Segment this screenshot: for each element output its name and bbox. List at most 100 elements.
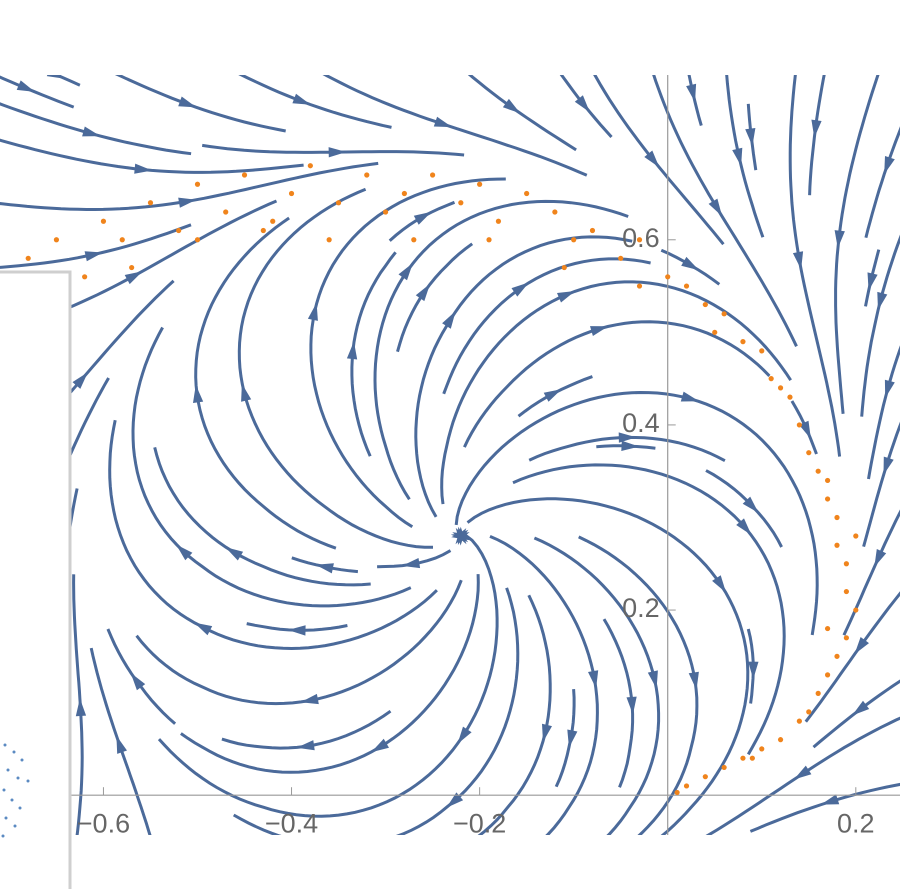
stream-arrow	[590, 326, 609, 336]
stream-arrow	[732, 147, 743, 166]
scatter-point	[411, 237, 417, 243]
stream-arrow	[296, 740, 315, 751]
stream-line	[221, 709, 392, 750]
stream-arrow	[72, 372, 88, 389]
stream-arrow	[16, 80, 35, 92]
panel-frame	[0, 270, 72, 889]
stream-arrow	[433, 116, 453, 128]
stream-arrow	[315, 563, 334, 574]
stream-arrow	[241, 383, 252, 402]
stream-line	[131, 326, 412, 608]
stream-line	[489, 535, 599, 835]
stream-line	[53, 75, 81, 87]
scatter-point	[853, 533, 859, 539]
stream-arrow	[178, 96, 197, 108]
scatter-point	[843, 588, 849, 595]
stream-line	[517, 375, 593, 418]
scatter-point	[477, 181, 483, 187]
stream-arrow	[681, 256, 699, 271]
stream-arrow	[874, 549, 887, 568]
scatter-point	[740, 339, 746, 345]
scatter-point	[796, 718, 802, 724]
stream-line	[322, 75, 588, 177]
stream-arrow	[194, 622, 213, 636]
stream-arrow	[883, 456, 894, 475]
panel-dots	[1, 743, 30, 838]
stream-arrow	[116, 735, 127, 754]
stream-arrow	[748, 661, 759, 680]
scatter-point	[740, 755, 746, 761]
stream-line	[396, 242, 474, 353]
scatter-point	[335, 200, 342, 206]
axes: −0.6−0.4−0.20.20.20.40.6	[0, 75, 900, 838]
stream-arrow	[346, 341, 358, 360]
stream-arrow	[84, 251, 103, 262]
stream-arrow	[457, 726, 472, 744]
stream-line	[804, 591, 900, 723]
scatter-point	[721, 311, 727, 317]
scatter-point	[665, 274, 671, 280]
stream-arrow	[193, 384, 204, 403]
scatter-point	[129, 264, 135, 271]
stream-line	[466, 497, 750, 835]
scatter-point	[571, 237, 577, 243]
scatter-point	[721, 764, 727, 771]
stream-line	[467, 75, 577, 152]
scatter-point	[759, 746, 765, 752]
scatter-point	[702, 301, 708, 308]
stream-arrow	[626, 696, 637, 715]
stream-arrow	[543, 389, 562, 402]
stream-arrow	[745, 128, 756, 146]
stream-arrow	[574, 95, 590, 113]
stream-arrow	[130, 672, 146, 691]
scatter-point	[768, 376, 774, 382]
scatter-point	[82, 274, 88, 280]
scatter-point	[194, 181, 201, 187]
stream-arrow	[588, 670, 599, 689]
scatter-point	[561, 264, 567, 271]
stream-arrow	[371, 738, 389, 753]
stream-arrow	[686, 83, 697, 103]
stream-arrow	[46, 75, 65, 79]
stream-line	[808, 75, 826, 196]
stream-line	[602, 618, 635, 788]
stream-arrow	[288, 625, 306, 636]
stream-line	[749, 782, 900, 833]
stream-arrow	[621, 440, 640, 451]
stream-arrow	[647, 670, 658, 689]
x-tick-label: 0.2	[837, 808, 875, 838]
scatter-point	[524, 190, 530, 197]
scatter-point	[759, 348, 765, 354]
scatter-point	[834, 542, 840, 548]
stream-arrow	[75, 698, 87, 717]
stream-arrow	[442, 311, 456, 329]
scatter-point	[589, 227, 596, 234]
stream-arrow	[124, 271, 143, 285]
scatter-point	[382, 209, 389, 215]
scatter-point	[119, 237, 125, 243]
stream-arrow	[225, 547, 244, 561]
scatter-point	[486, 237, 492, 243]
stream-line	[0, 138, 304, 174]
scatter-point	[824, 672, 831, 678]
stream-arrow	[328, 147, 347, 158]
scatter-point	[194, 237, 201, 243]
stream-line	[135, 579, 463, 706]
stream-line	[157, 526, 499, 818]
stream-line	[593, 75, 725, 246]
stream-line	[237, 187, 433, 549]
scatter-point	[834, 653, 840, 659]
scatter-point	[683, 783, 690, 789]
scatter-point	[430, 172, 436, 178]
scatter-point	[223, 209, 229, 215]
scatter-point	[364, 172, 370, 178]
stream-arrow	[736, 518, 752, 536]
stream-arrow	[811, 119, 822, 138]
scatter-point	[618, 255, 624, 261]
y-tick-label: 0.2	[622, 593, 660, 623]
stream-arrow	[557, 291, 576, 303]
scatter-point	[702, 774, 708, 780]
scatter-point	[815, 468, 821, 474]
stream-line	[388, 200, 456, 242]
scatter-point	[806, 709, 812, 715]
